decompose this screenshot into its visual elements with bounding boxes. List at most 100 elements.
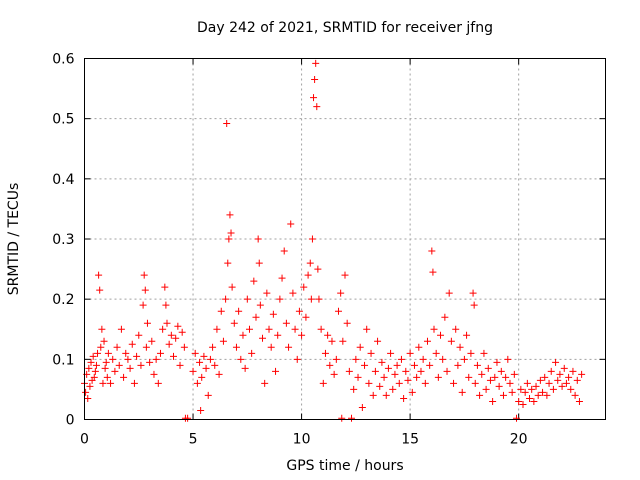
grid-lines bbox=[84, 58, 606, 420]
data-point bbox=[332, 355, 340, 363]
data-point bbox=[163, 319, 171, 327]
data-point bbox=[528, 385, 536, 393]
data-point bbox=[491, 373, 499, 381]
data-point bbox=[184, 414, 192, 422]
data-point bbox=[204, 391, 212, 399]
data-point bbox=[259, 334, 267, 342]
data-point bbox=[128, 340, 136, 348]
x-axis-label: GPS time / hours bbox=[286, 458, 403, 474]
data-point bbox=[154, 379, 162, 387]
data-point bbox=[447, 337, 455, 345]
data-point bbox=[115, 361, 123, 369]
data-point bbox=[282, 319, 290, 327]
data-point bbox=[575, 397, 583, 405]
data-point bbox=[334, 307, 342, 315]
data-point bbox=[339, 337, 347, 345]
x-tick-label: 15 bbox=[401, 432, 419, 448]
data-point bbox=[495, 382, 503, 390]
data-point bbox=[97, 343, 105, 351]
data-point bbox=[530, 397, 538, 405]
data-point bbox=[358, 403, 366, 411]
data-point bbox=[345, 367, 353, 375]
data-point bbox=[536, 376, 544, 384]
data-point bbox=[295, 307, 303, 315]
y-tick-label: 0.1 bbox=[52, 352, 74, 368]
data-point bbox=[87, 358, 95, 366]
data-point bbox=[142, 343, 150, 351]
data-point bbox=[200, 352, 208, 360]
data-point bbox=[571, 391, 579, 399]
data-point bbox=[512, 414, 520, 422]
data-point bbox=[324, 331, 332, 339]
data-point bbox=[534, 391, 542, 399]
data-point bbox=[367, 349, 375, 357]
data-point bbox=[82, 388, 90, 396]
data-point bbox=[241, 364, 249, 372]
data-point bbox=[102, 358, 110, 366]
data-point bbox=[543, 391, 551, 399]
data-point bbox=[248, 349, 256, 357]
data-point bbox=[217, 307, 225, 315]
data-point bbox=[141, 286, 149, 294]
data-point bbox=[170, 352, 178, 360]
data-point bbox=[291, 325, 299, 333]
data-point bbox=[374, 337, 382, 345]
plot-frame bbox=[84, 58, 606, 420]
data-point bbox=[122, 349, 130, 357]
data-point bbox=[328, 337, 336, 345]
data-point bbox=[130, 379, 138, 387]
data-point bbox=[237, 355, 245, 363]
y-tick-label: 0.2 bbox=[52, 292, 74, 308]
data-point bbox=[84, 394, 92, 402]
data-point bbox=[89, 352, 97, 360]
data-point bbox=[415, 343, 423, 351]
data-point bbox=[111, 367, 119, 375]
data-point bbox=[120, 373, 128, 381]
data-point bbox=[454, 361, 462, 369]
data-point bbox=[228, 283, 236, 291]
data-point bbox=[443, 367, 451, 375]
y-tick-label: 0.3 bbox=[52, 232, 74, 248]
data-point bbox=[150, 370, 158, 378]
data-point bbox=[245, 325, 253, 333]
data-point bbox=[578, 370, 586, 378]
data-point bbox=[178, 328, 186, 336]
data-point bbox=[310, 94, 318, 102]
data-point bbox=[172, 334, 180, 342]
data-point bbox=[560, 364, 568, 372]
data-point bbox=[176, 361, 184, 369]
data-point bbox=[434, 373, 442, 381]
data-point bbox=[143, 319, 151, 327]
data-point bbox=[352, 355, 360, 363]
data-point bbox=[413, 373, 421, 381]
data-point bbox=[532, 382, 540, 390]
data-point bbox=[547, 367, 555, 375]
data-point bbox=[363, 325, 371, 333]
data-point bbox=[391, 370, 399, 378]
data-point bbox=[567, 385, 575, 393]
y-axis-label: SRMTID / TECUs bbox=[6, 183, 22, 296]
data-point bbox=[85, 364, 93, 372]
data-point bbox=[191, 349, 199, 357]
data-point bbox=[226, 211, 234, 219]
data-point bbox=[135, 331, 143, 339]
data-point bbox=[404, 376, 412, 384]
data-point bbox=[90, 373, 98, 381]
data-point bbox=[148, 337, 156, 345]
data-point bbox=[369, 391, 377, 399]
data-point bbox=[419, 355, 427, 363]
data-point bbox=[252, 313, 260, 321]
y-tick-label: 0 bbox=[66, 413, 75, 429]
data-point bbox=[103, 373, 111, 381]
data-point bbox=[198, 373, 206, 381]
data-point bbox=[140, 271, 148, 279]
data-point bbox=[196, 358, 204, 366]
data-point bbox=[302, 313, 310, 321]
data-point bbox=[450, 379, 458, 387]
data-point bbox=[280, 247, 288, 255]
x-tick-label: 0 bbox=[80, 432, 89, 448]
data-point bbox=[506, 379, 514, 387]
data-point bbox=[426, 361, 434, 369]
data-point bbox=[437, 331, 445, 339]
data-point bbox=[162, 301, 170, 309]
